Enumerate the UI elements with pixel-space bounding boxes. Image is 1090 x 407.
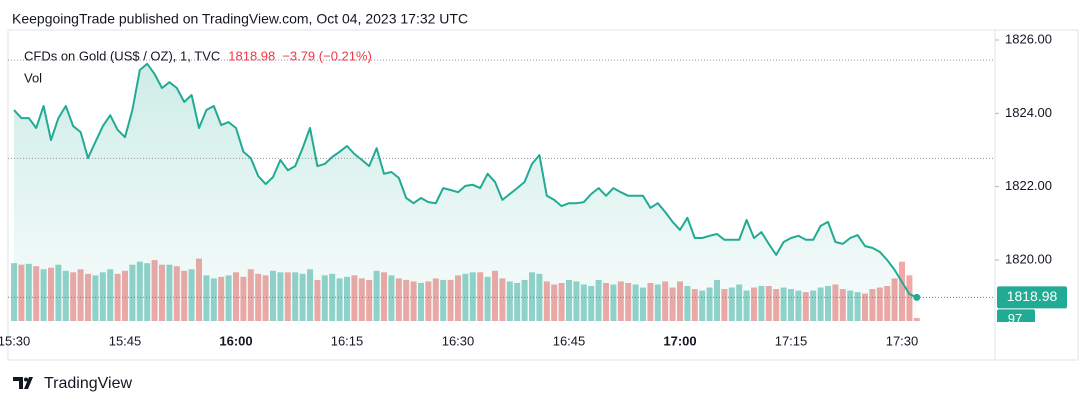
volume-badge [997,309,1035,322]
price-area [14,63,917,322]
volume-badge-label: 97 [1008,311,1022,326]
price-badge [997,286,1067,309]
logo-dot [24,377,28,382]
legend-title: CFDs on Gold (US$ / OZ), 1, TVC [24,48,220,63]
logo-icon [13,377,33,389]
legend-volume: Vol [24,70,42,85]
footer-brand: TradingView [44,375,132,392]
logo: TradingView [13,375,132,392]
y-tick-label: 1820.00 [1005,251,1052,266]
header: KeepgoingTrade published on TradingView.… [12,11,468,27]
price-badge-label: 1818.98 [1007,288,1058,304]
x-tick-label: 17:15 [775,333,808,348]
x-tick-label: 17:30 [886,333,919,348]
x-tick-label: 16:45 [553,333,586,348]
y-tick-label: 1824.00 [1005,105,1052,120]
legend-change: −3.79 (−0.21%) [282,48,372,63]
chart-frame [7,29,1079,361]
axis-labels: 1818.98 97 [997,286,1067,326]
x-tick-label: 15:45 [109,333,142,348]
x-tick-label: 17:00 [663,333,696,348]
time-axis: 15:30 15:45 16:00 16:15 16:30 16:45 17:00 17:15… [0,333,918,348]
y-tick-label: 1826.00 [1005,31,1052,46]
legend-price: 1818.98 [228,48,275,63]
y-tick-label: 1822.00 [1005,178,1052,193]
legend: CFDs on Gold (US$ / OZ), 1, TVC 1818.98 … [24,48,372,85]
x-tick-label: 15:30 [0,333,30,348]
x-tick-label: 16:15 [331,333,364,348]
price-axis: 1820.00 1822.00 1824.00 1826.00 [995,31,1052,266]
x-tick-label: 16:30 [442,333,475,348]
last-point [913,293,921,301]
price-line [13,62,918,299]
x-tick-label: 16:00 [219,333,252,348]
plot-area [8,59,995,322]
